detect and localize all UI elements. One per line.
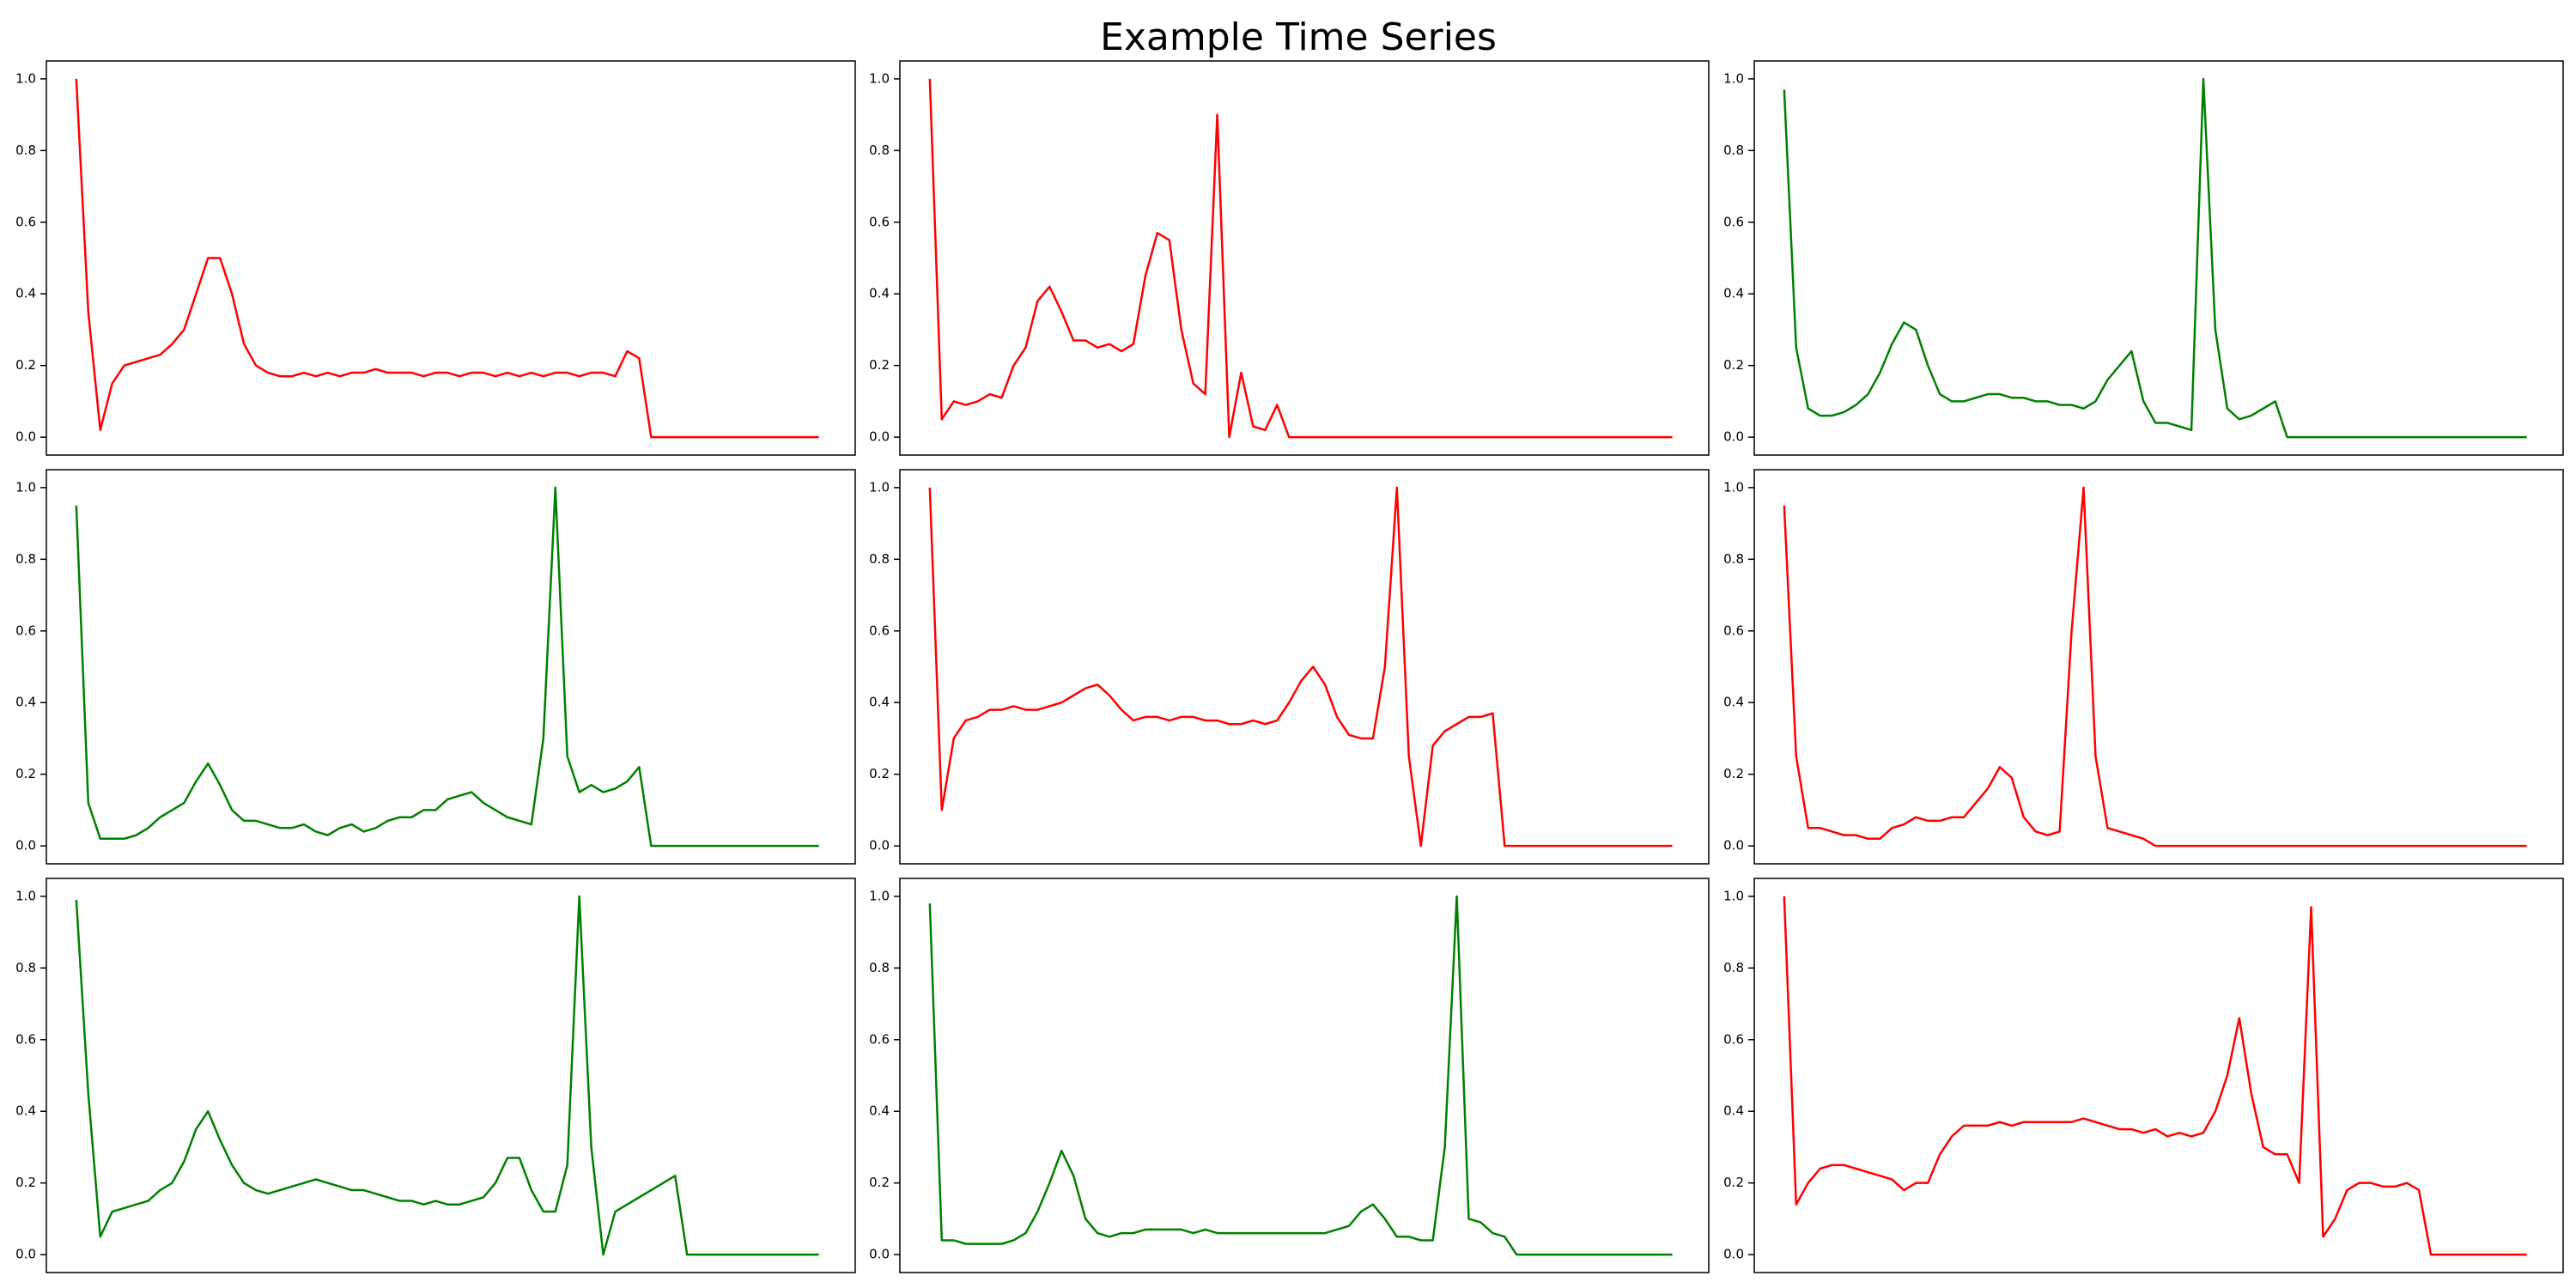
series-line — [928, 486, 1673, 848]
series-line — [928, 78, 1673, 439]
y-tick-label: 0.2 — [15, 357, 36, 373]
y-tick-label: 0.0 — [869, 1247, 890, 1262]
y-tick-label: 0.8 — [1723, 143, 1744, 158]
series-line — [75, 78, 819, 439]
plot-frame — [46, 878, 856, 1273]
y-tick-label: 0.8 — [869, 960, 890, 975]
y-tick-label: 0.6 — [869, 1031, 890, 1047]
plot-frame — [46, 469, 856, 865]
y-tick-label: 0.6 — [15, 214, 36, 229]
series-line — [75, 486, 819, 848]
y-tick-label: 0.4 — [15, 1103, 36, 1119]
y-tick-label: 0.4 — [869, 1103, 890, 1119]
series-line — [1783, 896, 2527, 1256]
plot-frame — [899, 469, 1710, 865]
plot-frame — [1753, 878, 2564, 1273]
y-tick-label: 0.6 — [15, 1031, 36, 1047]
y-tick-label: 1.0 — [869, 479, 890, 495]
y-tick-label: 0.6 — [1723, 214, 1744, 229]
y-tick-label: 1.0 — [869, 70, 890, 86]
series-line — [1783, 486, 2527, 848]
y-tick-label: 1.0 — [15, 888, 36, 903]
plot-frame — [899, 878, 1710, 1273]
y-tick-label: 0.4 — [1723, 1103, 1744, 1119]
y-tick-label: 0.2 — [15, 766, 36, 781]
y-tick-label: 1.0 — [1723, 70, 1744, 86]
y-tick-label: 0.2 — [1723, 1175, 1744, 1190]
plot-frame — [1753, 469, 2564, 865]
y-tick-label: 0.4 — [15, 286, 36, 301]
y-tick-label: 0.0 — [1723, 838, 1744, 854]
y-tick-label: 0.2 — [1723, 357, 1744, 373]
series-line — [928, 895, 1673, 1256]
y-tick-label: 1.0 — [1723, 888, 1744, 903]
y-tick-label: 1.0 — [15, 70, 36, 86]
y-tick-label: 0.8 — [869, 143, 890, 158]
y-tick-label: 0.0 — [869, 838, 890, 854]
y-tick-label: 0.2 — [869, 766, 890, 781]
plot-frame — [46, 60, 856, 456]
y-tick-label: 0.4 — [1723, 695, 1744, 710]
y-tick-label: 0.0 — [869, 429, 890, 445]
y-tick-label: 0.0 — [15, 429, 36, 445]
y-tick-label: 0.2 — [869, 1175, 890, 1190]
figure-title: Example Time Series — [1100, 15, 1497, 59]
y-tick-label: 0.8 — [1723, 960, 1744, 975]
series-line — [75, 895, 819, 1256]
y-tick-label: 0.0 — [15, 1247, 36, 1262]
plot-frame — [1753, 60, 2564, 456]
y-tick-label: 1.0 — [869, 888, 890, 903]
y-tick-label: 0.0 — [1723, 429, 1744, 445]
y-tick-label: 0.4 — [869, 286, 890, 301]
series-line — [1783, 77, 2527, 439]
y-tick-label: 0.6 — [15, 623, 36, 638]
y-tick-label: 0.2 — [869, 357, 890, 373]
y-tick-label: 0.2 — [15, 1175, 36, 1190]
y-tick-label: 0.8 — [15, 143, 36, 158]
y-tick-label: 0.6 — [869, 214, 890, 229]
y-tick-label: 0.0 — [1723, 1247, 1744, 1262]
plot-frame — [899, 60, 1710, 456]
y-tick-label: 1.0 — [1723, 479, 1744, 495]
y-tick-label: 0.8 — [869, 551, 890, 567]
y-tick-label: 0.4 — [869, 695, 890, 710]
y-tick-label: 0.2 — [1723, 766, 1744, 781]
y-tick-label: 0.4 — [1723, 286, 1744, 301]
y-tick-label: 0.6 — [869, 623, 890, 638]
y-tick-label: 0.0 — [15, 838, 36, 854]
y-tick-label: 0.8 — [15, 551, 36, 567]
y-tick-label: 0.4 — [15, 695, 36, 710]
y-tick-label: 0.6 — [1723, 1031, 1744, 1047]
y-tick-label: 1.0 — [15, 479, 36, 495]
y-tick-label: 0.6 — [1723, 623, 1744, 638]
y-tick-label: 0.8 — [15, 960, 36, 975]
y-tick-label: 0.8 — [1723, 551, 1744, 567]
